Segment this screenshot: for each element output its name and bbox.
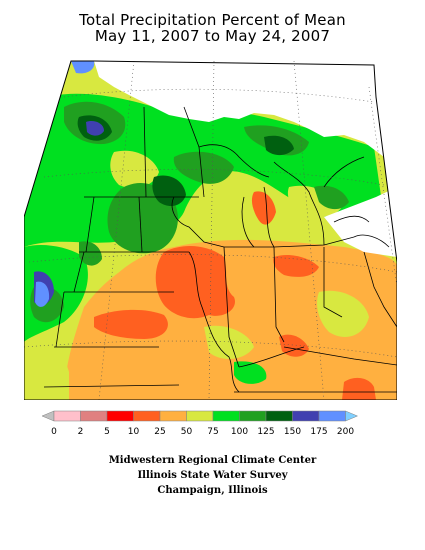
- legend-swatch: [265, 410, 293, 422]
- map-title-line-1: Total Precipitation Percent of Mean: [79, 11, 346, 29]
- legend-tick-label: 50: [181, 427, 193, 437]
- map-title-line-2: May 11, 2007 to May 24, 2007: [94, 27, 331, 45]
- legend-tick-label: 100: [231, 427, 248, 437]
- credit-line-1: Midwestern Regional Climate Center: [108, 455, 317, 466]
- legend-tick-label: 125: [257, 427, 274, 437]
- legend-swatch: [212, 410, 240, 422]
- legend-tick-label: 200: [337, 427, 354, 437]
- legend-swatch: [41, 410, 55, 422]
- legend-tick-label: 25: [154, 427, 165, 437]
- legend-tick-label: 2: [78, 427, 84, 437]
- legend-tick-label: 175: [310, 427, 327, 437]
- color-legend: 0 2 5 10 25 50 75 100 125 150 175 200: [41, 410, 359, 437]
- credit-line-3: Champaign, Illinois: [157, 485, 268, 496]
- graticule: [24, 60, 397, 400]
- state-boundaries: [43, 106, 397, 393]
- credit-line-2: Illinois State Water Survey: [137, 470, 288, 481]
- legend-swatch: [318, 410, 346, 422]
- legend-swatch: [186, 410, 214, 422]
- legend-tick-label: 0: [51, 427, 57, 437]
- precipitation-map: [24, 47, 397, 400]
- legend-swatch: [53, 410, 81, 422]
- legend-swatch: [292, 410, 320, 422]
- map-frame: [24, 60, 397, 400]
- legend-swatch: [239, 410, 267, 422]
- legend-swatch: [80, 410, 108, 422]
- precipitation-field: [24, 61, 397, 400]
- legend-tick-label: 75: [207, 427, 218, 437]
- legend-swatch: [345, 410, 359, 422]
- legend-swatch: [159, 410, 187, 422]
- legend-swatch: [106, 410, 134, 422]
- legend-tick-label: 150: [284, 427, 301, 437]
- legend-tick-labels: 0 2 5 10 25 50 75 100 125 150 175 200: [51, 427, 354, 437]
- legend-tick-label: 10: [128, 427, 140, 437]
- legend-tick-label: 5: [104, 427, 110, 437]
- legend-color-bar: [41, 410, 359, 422]
- legend-swatch: [133, 410, 161, 422]
